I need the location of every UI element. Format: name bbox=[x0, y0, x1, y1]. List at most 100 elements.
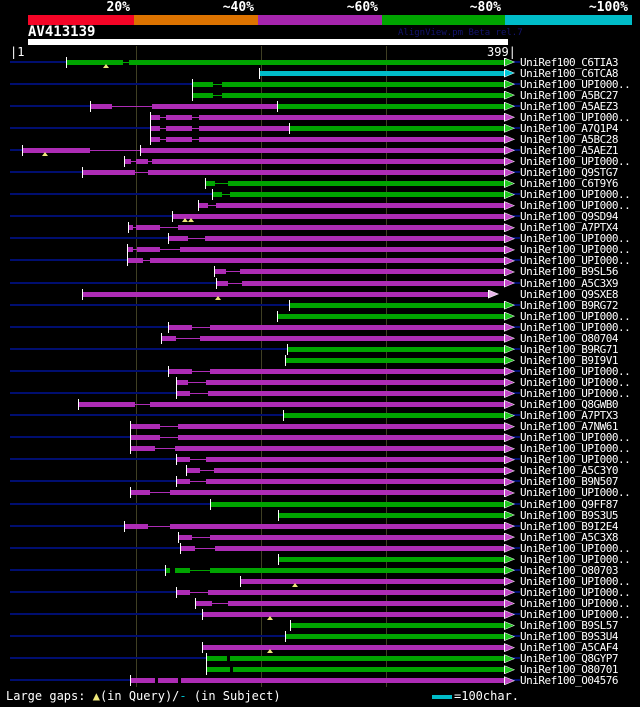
alignment-row[interactable]: UniRef100_A5BC27 bbox=[0, 88, 640, 102]
alignment-row[interactable]: UniRef100_O80701 bbox=[0, 664, 640, 676]
alignment-row[interactable]: UniRef100_Q8GWB0 bbox=[0, 398, 640, 412]
hit-label[interactable]: UniRef100_A5BC28 bbox=[520, 132, 618, 146]
alignment-row[interactable]: UniRef100_UPI000.. bbox=[0, 320, 640, 334]
hit-label[interactable]: UniRef100_UPI000.. bbox=[520, 154, 631, 168]
hit-label[interactable]: UniRef100_B9SL57 bbox=[520, 619, 618, 633]
alignment-row[interactable]: UniRef100_A5AEZ3 bbox=[0, 99, 640, 113]
alignment-row[interactable]: UniRef100_UPI000.. bbox=[0, 199, 640, 213]
hit-label[interactable]: UniRef100_UPI000.. bbox=[520, 232, 631, 246]
alignment-row[interactable]: UniRef100_UPI000.. bbox=[0, 232, 640, 246]
alignment-row[interactable]: UniRef100_O04576 bbox=[0, 674, 640, 688]
hit-label[interactable]: UniRef100_UPI000.. bbox=[520, 453, 631, 467]
alignment-row[interactable]: UniRef100_UPI000.. bbox=[0, 432, 640, 444]
hit-label[interactable]: UniRef100_A5C3Y0 bbox=[520, 464, 618, 478]
alignment-row[interactable]: UniRef100_UPI000.. bbox=[0, 486, 640, 500]
alignment-row[interactable]: UniRef100_UPI000.. bbox=[0, 585, 640, 599]
hit-label[interactable]: UniRef100_UPI000.. bbox=[520, 243, 631, 257]
alignment-row[interactable]: UniRef100_B9I9V1 bbox=[0, 353, 640, 367]
hit-label[interactable]: UniRef100_Q9SD94 bbox=[520, 210, 618, 224]
hit-label[interactable]: UniRef100_UPI000.. bbox=[520, 541, 631, 555]
hit-label[interactable]: UniRef100_A5C3X8 bbox=[520, 530, 618, 544]
hit-label[interactable]: UniRef100_B9RG72 bbox=[520, 298, 618, 312]
hit-label[interactable]: UniRef100_C6T9Y6 bbox=[520, 177, 618, 191]
hit-label[interactable]: UniRef100_UPI000.. bbox=[520, 77, 631, 91]
alignment-row[interactable]: UniRef100_UPI000.. bbox=[0, 609, 640, 620]
alignment-row[interactable]: UniRef100_C6T9Y6 bbox=[0, 177, 640, 191]
hit-label[interactable]: UniRef100_UPI000.. bbox=[520, 254, 631, 268]
hit-label[interactable]: UniRef100_B9I9V1 bbox=[520, 353, 618, 367]
alignment-row[interactable]: UniRef100_O80704 bbox=[0, 331, 640, 345]
alignment-row[interactable]: UniRef100_Q9SD94 bbox=[0, 210, 640, 224]
alignment-row[interactable]: UniRef100_Q9STG7 bbox=[0, 167, 640, 178]
alignment-row[interactable]: UniRef100_B9S3U5 bbox=[0, 508, 640, 522]
hit-label[interactable]: UniRef100_Q8GWB0 bbox=[520, 398, 618, 412]
hit-label[interactable]: UniRef100_UPI000.. bbox=[520, 309, 631, 323]
hit-label[interactable]: UniRef100_Q9FF87 bbox=[520, 497, 618, 511]
hit-label[interactable]: UniRef100_C6TIA3 bbox=[520, 55, 618, 69]
alignment-row[interactable]: UniRef100_Q9FF87 bbox=[0, 497, 640, 511]
alignment-row[interactable]: UniRef100_A5C3Y0 bbox=[0, 464, 640, 478]
alignment-row[interactable]: UniRef100_A5BC28 bbox=[0, 132, 640, 146]
alignment-row[interactable]: UniRef100_A5AEZ1 bbox=[0, 144, 640, 156]
alignment-row[interactable]: UniRef100_UPI000.. bbox=[0, 309, 640, 323]
alignment-row[interactable]: UniRef100_A7NW61 bbox=[0, 420, 640, 434]
hit-label[interactable]: UniRef100_UPI000.. bbox=[520, 375, 631, 389]
alignment-row[interactable]: UniRef100_A7Q1P4 bbox=[0, 121, 640, 135]
alignment-row[interactable]: UniRef100_B9I2E4 bbox=[0, 519, 640, 533]
hit-label[interactable]: UniRef100_O04576 bbox=[520, 674, 618, 688]
hit-label[interactable]: UniRef100_UPI000.. bbox=[520, 585, 631, 599]
hit-label[interactable]: UniRef100_A5C3X9 bbox=[520, 276, 618, 290]
hit-label[interactable]: UniRef100_A5CAF4 bbox=[520, 641, 618, 655]
hit-label[interactable]: UniRef100_UPI000.. bbox=[520, 574, 631, 588]
alignment-row[interactable]: UniRef100_A5C3X8 bbox=[0, 530, 640, 544]
hit-label[interactable]: UniRef100_B9S3U4 bbox=[520, 630, 618, 644]
hit-label[interactable]: UniRef100_B9I2E4 bbox=[520, 519, 618, 533]
hit-label[interactable]: UniRef100_UPI000.. bbox=[520, 188, 631, 202]
hit-label[interactable]: UniRef100_O80703 bbox=[520, 563, 618, 577]
hit-label[interactable]: UniRef100_UPI000.. bbox=[520, 387, 631, 400]
hit-label[interactable]: UniRef100_UPI000.. bbox=[520, 486, 631, 500]
hit-label[interactable]: UniRef100_UPI000.. bbox=[520, 552, 631, 566]
hit-label[interactable]: UniRef100_A7PTX4 bbox=[520, 221, 618, 235]
alignment-row[interactable]: UniRef100_UPI000.. bbox=[0, 254, 640, 268]
hit-label[interactable]: UniRef100_UPI000.. bbox=[520, 596, 631, 610]
hit-label[interactable]: UniRef100_B9RG71 bbox=[520, 342, 618, 356]
alignment-row[interactable]: UniRef100_UPI000.. bbox=[0, 110, 640, 124]
alignment-row[interactable]: UniRef100_UPI000.. bbox=[0, 541, 640, 555]
alignment-row[interactable]: UniRef100_UPI000.. bbox=[0, 243, 640, 257]
alignment-row[interactable]: UniRef100_O80703 bbox=[0, 563, 640, 577]
alignment-row[interactable]: UniRef100_UPI000.. bbox=[0, 364, 640, 378]
hit-label[interactable]: UniRef100_Q8GYP7 bbox=[520, 652, 618, 666]
alignment-row[interactable]: UniRef100_A7PTX3 bbox=[0, 410, 640, 422]
hit-label[interactable]: UniRef100_UPI000.. bbox=[520, 199, 631, 213]
hit-label[interactable]: UniRef100_B9SL56 bbox=[520, 265, 618, 279]
hit-label[interactable]: UniRef100_UPI000.. bbox=[520, 442, 631, 456]
hit-label[interactable]: UniRef100_O80704 bbox=[520, 331, 618, 345]
alignment-row[interactable]: UniRef100_UPI000.. bbox=[0, 453, 640, 467]
hit-label[interactable]: UniRef100_Q9SXE8 bbox=[520, 287, 618, 301]
hit-label[interactable]: UniRef100_UPI000.. bbox=[520, 110, 631, 124]
hit-label[interactable]: UniRef100_A5AEZ3 bbox=[520, 99, 618, 113]
alignment-row[interactable]: UniRef100_Q8GYP7 bbox=[0, 652, 640, 666]
alignment-row[interactable]: UniRef100_B9SL56 bbox=[0, 265, 640, 279]
hit-label[interactable]: UniRef100_UPI000.. bbox=[520, 364, 631, 378]
hit-label[interactable]: UniRef100_B9S3U5 bbox=[520, 508, 618, 522]
alignment-row[interactable]: UniRef100_A5C3X9 bbox=[0, 276, 640, 290]
alignment-row[interactable]: UniRef100_UPI000.. bbox=[0, 188, 640, 202]
alignment-row[interactable]: UniRef100_B9RG71 bbox=[0, 342, 640, 356]
alignment-row[interactable]: UniRef100_A5CAF4 bbox=[0, 641, 640, 655]
alignment-row[interactable]: UniRef100_B9SL57 bbox=[0, 619, 640, 633]
hit-label[interactable]: UniRef100_A7NW61 bbox=[520, 420, 618, 434]
hit-label[interactable]: UniRef100_UPI000.. bbox=[520, 608, 631, 621]
alignment-row[interactable]: UniRef100_C6TCA8 bbox=[0, 66, 640, 80]
alignment-row[interactable]: UniRef100_UPI000.. bbox=[0, 77, 640, 91]
alignment-row[interactable]: UniRef100_B9S3U4 bbox=[0, 630, 640, 644]
alignment-row[interactable]: UniRef100_UPI000.. bbox=[0, 574, 640, 588]
alignment-row[interactable]: UniRef100_UPI000.. bbox=[0, 388, 640, 399]
alignment-row[interactable]: UniRef100_UPI000.. bbox=[0, 442, 640, 456]
hit-label[interactable]: UniRef100_C6TCA8 bbox=[520, 66, 618, 80]
hit-label[interactable]: UniRef100_UPI000.. bbox=[520, 320, 631, 334]
hit-label[interactable]: UniRef100_A7Q1P4 bbox=[520, 121, 618, 135]
alignment-row[interactable]: UniRef100_UPI000.. bbox=[0, 154, 640, 168]
hit-label[interactable]: UniRef100_A5BC27 bbox=[520, 88, 618, 102]
